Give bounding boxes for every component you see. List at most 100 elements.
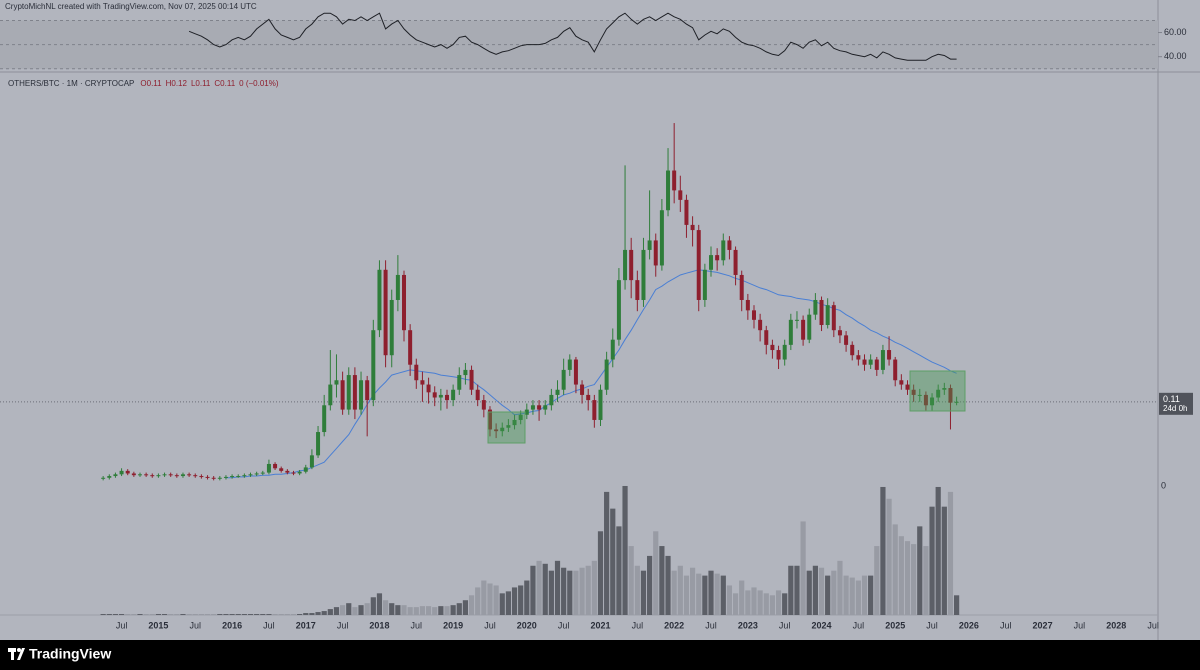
candle-body (623, 249, 628, 281)
volume-bar (235, 614, 241, 615)
candle-body (309, 455, 314, 468)
volume-bar (548, 570, 554, 615)
x-tick-label: Jul (1000, 620, 1012, 630)
candle-body (469, 369, 474, 390)
legend-value: 0 (−0.01%) (239, 79, 279, 88)
volume-bar (898, 536, 904, 615)
candle-body (432, 392, 437, 398)
candle-body (371, 330, 376, 401)
candle-body (856, 355, 861, 360)
volume-bar (290, 614, 297, 615)
x-tick-label: Jul (189, 620, 201, 630)
candle-body (125, 470, 130, 474)
brand-logo (8, 648, 25, 660)
candle-body (930, 397, 935, 406)
volume-bar (346, 603, 352, 615)
candle-body (653, 240, 658, 266)
legend: OTHERS/BTC · 1M · CRYPTOCAP O0.11 H0.12 L0.… (8, 79, 279, 88)
countdown-label: 24d 0h (1163, 404, 1187, 413)
panes: 60.00 40.00 Jul 2015 Jul 2016 Jul 2017 Jul 2018 Ju… (0, 12, 1193, 630)
volume-bar (800, 521, 806, 615)
volume-bar (401, 605, 407, 615)
candle-body (727, 240, 732, 250)
candle-body (948, 388, 953, 403)
volume-bar (616, 526, 622, 615)
candle-body (457, 375, 462, 390)
candle-body (211, 477, 216, 479)
volume-bar (438, 606, 444, 615)
candle-body (420, 380, 425, 385)
volume-bar (677, 565, 683, 615)
volume-bar (941, 506, 947, 615)
volume-bar (475, 587, 481, 615)
volume-bar (180, 614, 186, 615)
candle-body (137, 474, 142, 476)
candle-body (764, 330, 769, 345)
volume-bar (462, 600, 469, 615)
volume-bar (923, 546, 929, 615)
volume-bar (198, 614, 204, 615)
volume-bar (702, 575, 708, 615)
volume-bar (481, 580, 487, 615)
candle-body (831, 305, 836, 331)
candle-body (107, 476, 112, 478)
candle-body (150, 475, 155, 477)
candle-body (322, 405, 327, 433)
x-tick-label: Jul (1147, 620, 1159, 630)
candle-body (672, 170, 677, 191)
volume-bar (818, 567, 825, 615)
candle-body (770, 344, 775, 351)
candle-body (776, 350, 781, 360)
volume-bar (714, 573, 720, 615)
volume-bar (229, 614, 235, 615)
x-tick-label: Jul (705, 620, 717, 630)
candle-body (328, 384, 333, 406)
candle-body (825, 305, 830, 326)
volume-bar (573, 570, 579, 615)
candle-body (334, 380, 339, 385)
volume-bar (407, 607, 413, 615)
legend-value: L0.11 (191, 79, 211, 88)
candle-body (156, 475, 161, 477)
legend-symbol: OTHERS/BTC · 1M · CRYPTOCAP (8, 79, 134, 88)
volume-bar (456, 603, 462, 615)
volume-bar (137, 614, 143, 615)
volume-bar (192, 614, 198, 615)
rsi-tick-label: 40.00 (1164, 51, 1187, 61)
volume-bar (659, 546, 665, 615)
volume-bar (689, 567, 696, 615)
candle-body (217, 477, 222, 479)
x-tick-label: 2021 (590, 620, 610, 630)
volume-bar (155, 614, 162, 615)
volume-bar (444, 606, 450, 615)
candle-body (788, 319, 793, 345)
volume-bar (739, 580, 745, 615)
volume-bar (358, 605, 364, 615)
candle-body (917, 394, 922, 396)
volume-bar (536, 560, 542, 615)
candle-body (616, 280, 621, 340)
candle-body (684, 199, 689, 225)
volume-bar (327, 609, 333, 615)
candle-body (279, 468, 284, 471)
candle-body (230, 476, 235, 478)
volume-bar (389, 603, 395, 615)
x-tick-label: 2023 (738, 620, 758, 630)
candle-body (113, 474, 118, 477)
candle-body (678, 190, 683, 200)
candle-body (254, 473, 259, 475)
volume-bar (524, 580, 530, 615)
candle-body (715, 255, 720, 261)
volume-bar (935, 486, 941, 615)
candle-body (647, 240, 652, 250)
brand-name: TradingView (29, 646, 111, 662)
candle-body (549, 394, 554, 406)
candle-body (236, 476, 241, 478)
volume-bar (254, 614, 260, 615)
volume-bar (861, 575, 868, 615)
candle-body (451, 389, 456, 401)
volume-bar (241, 614, 247, 615)
legend-value: C0.11 (214, 79, 235, 88)
x-tick-label: 2025 (885, 620, 905, 630)
volume-bar (112, 614, 119, 615)
